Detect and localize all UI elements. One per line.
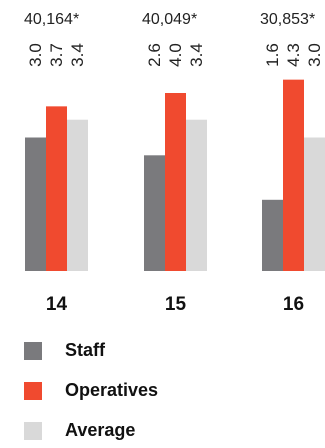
total-label-15: 40,049*: [142, 11, 197, 28]
legend-swatch-operatives: [24, 382, 42, 400]
value-label-average-14: 3.4: [68, 43, 87, 67]
bars-layer: [25, 79, 325, 272]
legend-item-operatives: Operatives: [24, 380, 284, 400]
legend-item-average: Average: [24, 420, 284, 440]
legend-label-operatives: Operatives: [65, 380, 159, 400]
totals-layer: 40,164* 40,049* 30,853*: [24, 11, 315, 28]
legend-label-staff: Staff: [65, 340, 105, 360]
value-label-average-16: 3.0: [305, 43, 324, 67]
value-label-operatives-14: 3.7: [47, 43, 66, 67]
category-label-14: 14: [46, 294, 68, 315]
category-label-16: 16: [283, 294, 304, 315]
bar-staff-16: [262, 199, 283, 271]
total-label-16: 30,853*: [260, 11, 315, 28]
value-label-staff-14: 3.0: [26, 43, 45, 67]
total-label-14: 40,164*: [24, 11, 79, 28]
value-label-average-15: 3.4: [187, 43, 206, 67]
value-label-operatives-15: 4.0: [166, 43, 185, 67]
bar-average-16: [304, 137, 325, 271]
bar-operatives-16: [283, 79, 304, 272]
bar-operatives-14: [46, 106, 67, 271]
bar-average-14: [67, 119, 88, 271]
value-labels-layer: 3.0 3.7 3.4 2.6 4.0 3.4 1.6 4.3 3.0: [26, 43, 324, 67]
bar-staff-15: [144, 155, 165, 271]
category-labels-layer: 14 15 16: [46, 294, 304, 315]
legend-item-staff: Staff: [24, 340, 284, 360]
value-label-staff-15: 2.6: [145, 43, 164, 67]
category-label-15: 15: [165, 294, 187, 315]
bar-average-15: [186, 119, 207, 271]
bar-operatives-15: [165, 93, 186, 271]
legend-label-average: Average: [65, 420, 136, 440]
value-label-operatives-16: 4.3: [284, 43, 303, 67]
legend-swatch-staff: [24, 342, 42, 360]
legend-swatch-average: [24, 422, 42, 440]
value-label-staff-16: 1.6: [263, 43, 282, 67]
bar-staff-14: [25, 137, 46, 271]
